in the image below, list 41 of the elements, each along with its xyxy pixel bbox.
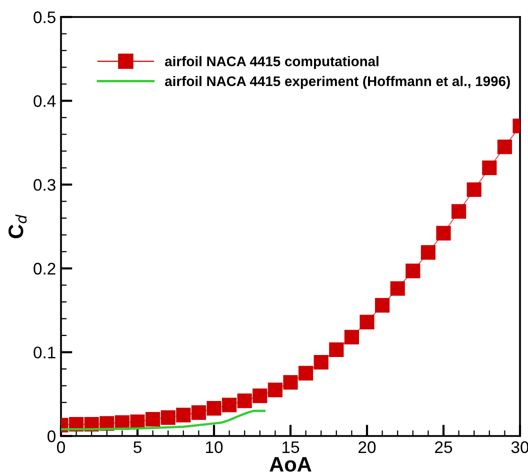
point — [268, 382, 282, 398]
point — [390, 281, 405, 296]
x-tick-label: 20 — [358, 441, 376, 454]
point — [314, 354, 328, 370]
y-axis-title: C$_{d}$ — [8, 214, 27, 238]
x-tick-label: 25 — [435, 441, 452, 454]
point — [329, 342, 344, 357]
point — [191, 405, 206, 420]
x-axis-title: AoA — [270, 457, 312, 472]
point — [375, 298, 390, 313]
point — [130, 414, 145, 430]
y-tick-label: 0 — [48, 430, 56, 442]
point — [146, 412, 160, 427]
point — [406, 264, 420, 278]
y-tick-label: 0.5 — [34, 11, 56, 24]
y-tick-label: 0.4 — [34, 95, 56, 108]
x-tick-label: 5 — [134, 441, 142, 454]
point — [360, 314, 374, 330]
x-tick-label: 0 — [57, 441, 65, 454]
x-tick-label: 10 — [206, 441, 223, 454]
y-tick-label: 0.3 — [34, 179, 56, 191]
point — [298, 366, 314, 380]
y-tick-label: 0.1 — [34, 346, 56, 358]
legend-label: airfoil NACA 4415 computational — [165, 56, 378, 70]
point — [283, 375, 298, 390]
point — [176, 408, 191, 422]
y-tick-label: 0.2 — [34, 262, 56, 275]
point — [160, 410, 176, 425]
point — [222, 398, 237, 412]
point — [497, 140, 512, 154]
x-tick-label: 15 — [282, 441, 300, 454]
point — [420, 245, 436, 260]
point — [252, 388, 268, 404]
point — [237, 394, 252, 408]
point — [452, 204, 466, 219]
point — [344, 330, 359, 344]
legend-label: airfoil NACA 4415 experiment (Hoffmann et al., 1996) — [165, 76, 510, 89]
point — [466, 182, 482, 197]
point — [206, 401, 222, 416]
point — [482, 160, 497, 176]
point — [436, 226, 451, 240]
